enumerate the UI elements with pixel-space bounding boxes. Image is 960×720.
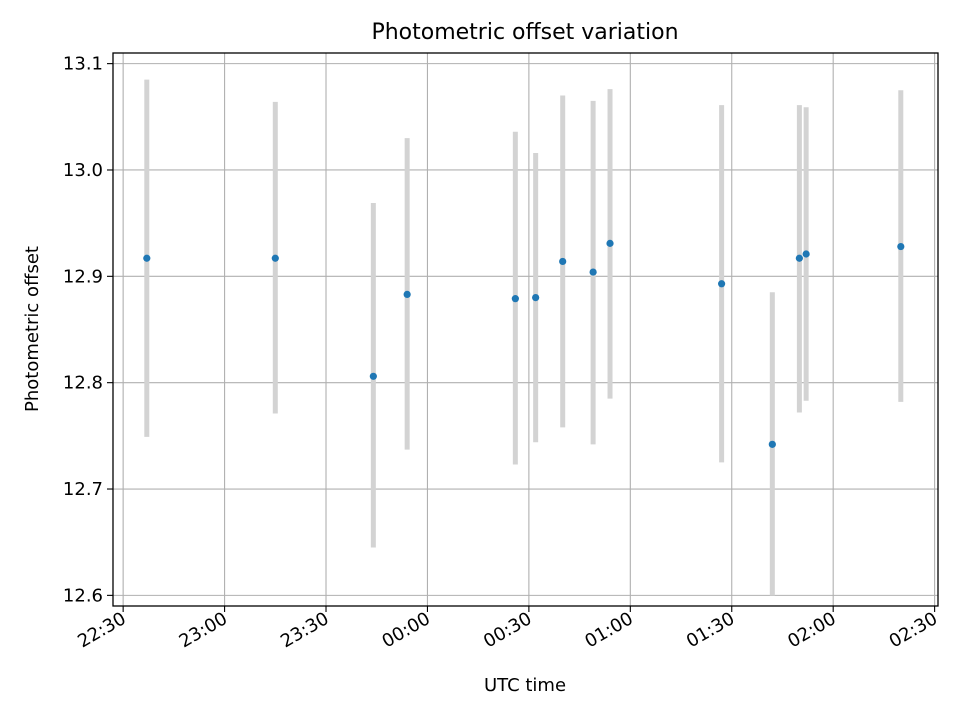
y-tick-label: 13.0 (63, 160, 103, 181)
y-tick-label: 12.7 (63, 479, 103, 500)
data-point (532, 293, 540, 302)
data-points (143, 239, 905, 448)
data-point (403, 290, 411, 299)
y-tick-label: 12.6 (63, 585, 103, 606)
data-point (606, 239, 614, 247)
data-point (802, 250, 810, 258)
data-point (559, 257, 567, 266)
data-point (795, 254, 803, 262)
y-tick-label: 13.1 (63, 54, 103, 75)
y-axis-label: Photometric offset (22, 246, 43, 412)
plot-frame (112, 52, 939, 607)
data-point (897, 242, 905, 251)
data-point (718, 280, 726, 288)
data-point (143, 254, 151, 262)
data-point (271, 254, 279, 262)
y-tick-label: 12.9 (63, 266, 103, 287)
x-axis-label: UTC time (484, 675, 566, 696)
y-axis-ticks: 12.6 12.7 12.8 12.9 13.0 13.1 (63, 54, 113, 606)
chart-title: Photometric offset variation (371, 20, 678, 45)
data-point (589, 268, 597, 276)
data-point (768, 440, 776, 448)
data-point (369, 372, 377, 380)
data-point (511, 295, 519, 303)
y-tick-label: 12.8 (63, 373, 103, 394)
